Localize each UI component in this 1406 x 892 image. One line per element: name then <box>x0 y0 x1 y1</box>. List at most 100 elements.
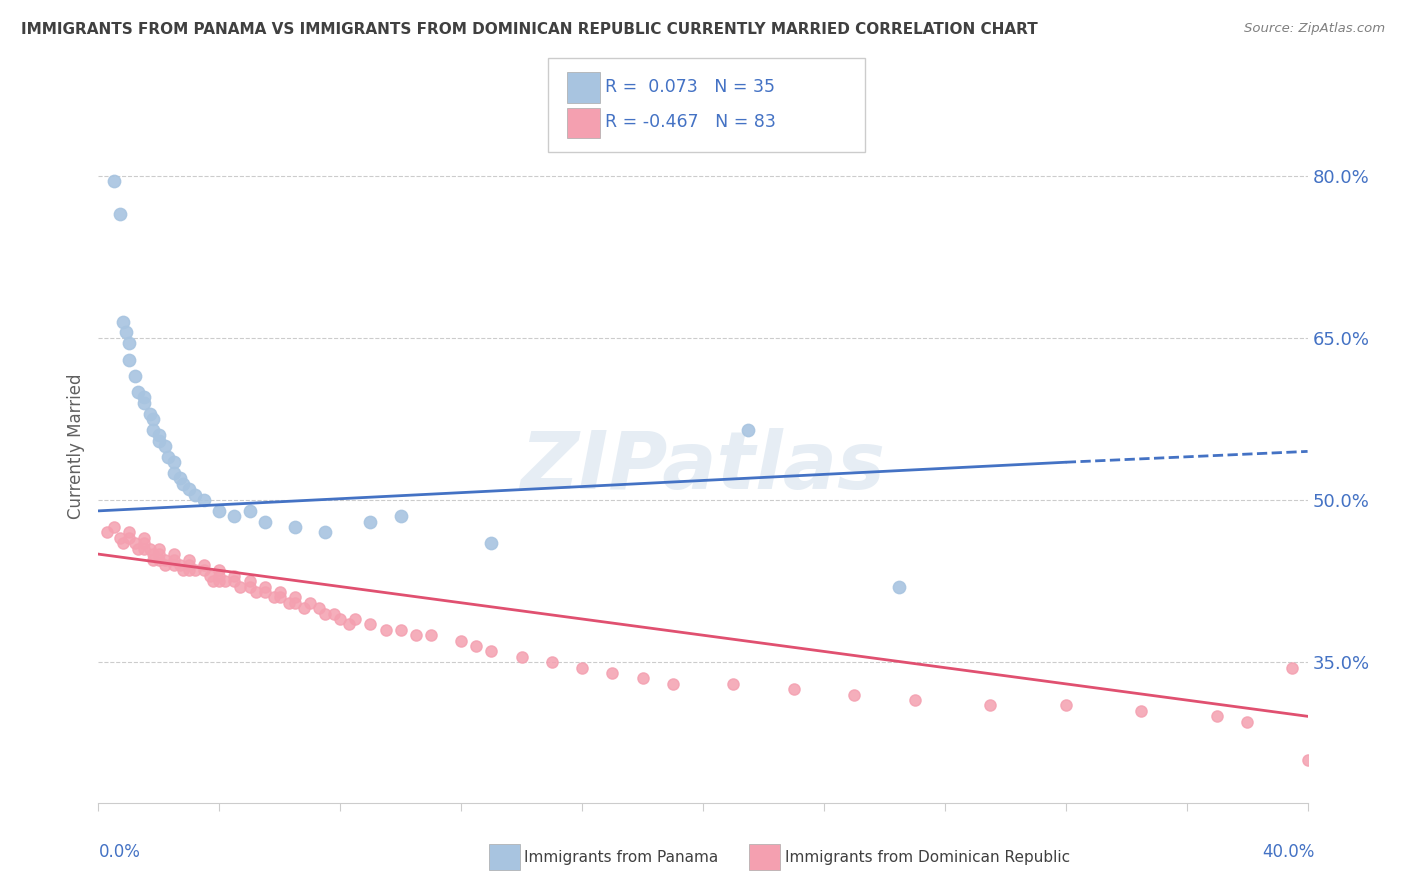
Text: ZIPatlas: ZIPatlas <box>520 428 886 507</box>
Point <box>169 558 191 572</box>
Point <box>229 580 252 594</box>
Point <box>153 558 176 572</box>
Point <box>602 666 624 681</box>
Point <box>344 612 367 626</box>
Point <box>360 617 382 632</box>
Point <box>783 682 806 697</box>
Point <box>661 677 683 691</box>
Point <box>132 390 155 404</box>
Point <box>179 558 201 572</box>
Point <box>889 580 911 594</box>
Point <box>224 574 246 589</box>
Point <box>465 639 488 653</box>
Point <box>114 326 136 340</box>
Point <box>1296 753 1319 767</box>
Text: R = -0.467   N = 83: R = -0.467 N = 83 <box>605 113 776 131</box>
Point <box>118 352 141 367</box>
Point <box>148 547 170 561</box>
Point <box>111 315 134 329</box>
Point <box>153 552 176 566</box>
Point <box>904 693 927 707</box>
Point <box>253 585 276 599</box>
Point <box>208 568 231 582</box>
Point <box>314 525 336 540</box>
Point <box>1206 709 1229 723</box>
Point <box>200 568 222 582</box>
Point <box>269 585 291 599</box>
Point <box>202 574 225 589</box>
Point <box>132 396 155 410</box>
Point <box>284 520 307 534</box>
Point <box>389 623 412 637</box>
Point <box>224 509 246 524</box>
Point <box>169 471 191 485</box>
Point <box>481 644 503 658</box>
Point <box>148 434 170 448</box>
Point <box>277 596 299 610</box>
Point <box>737 423 759 437</box>
Point <box>118 525 141 540</box>
Text: Immigrants from Dominican Republic: Immigrants from Dominican Republic <box>785 850 1070 864</box>
Text: Immigrants from Panama: Immigrants from Panama <box>524 850 718 864</box>
Point <box>142 552 165 566</box>
Point <box>1281 660 1303 674</box>
Point <box>142 547 165 561</box>
Point <box>360 515 382 529</box>
Point <box>108 206 131 220</box>
Point <box>156 450 179 464</box>
Point <box>263 591 285 605</box>
Point <box>571 660 593 674</box>
Point <box>184 488 207 502</box>
Point <box>510 649 533 664</box>
Point <box>1236 714 1258 729</box>
Point <box>844 688 866 702</box>
Text: Source: ZipAtlas.com: Source: ZipAtlas.com <box>1244 22 1385 36</box>
Point <box>329 612 352 626</box>
Point <box>224 568 246 582</box>
Point <box>132 536 155 550</box>
Point <box>308 601 330 615</box>
Point <box>163 455 186 469</box>
Point <box>172 476 194 491</box>
Point <box>148 541 170 556</box>
Point <box>239 574 262 589</box>
Point <box>132 541 155 556</box>
Point <box>96 525 118 540</box>
Point <box>142 412 165 426</box>
Point <box>1130 704 1153 718</box>
Text: R =  0.073   N = 35: R = 0.073 N = 35 <box>605 78 775 95</box>
Point <box>631 672 654 686</box>
Point <box>148 552 170 566</box>
Point <box>193 493 215 508</box>
Point <box>208 563 231 577</box>
Point <box>148 428 170 442</box>
Text: IMMIGRANTS FROM PANAMA VS IMMIGRANTS FROM DOMINICAN REPUBLIC CURRENTLY MARRIED C: IMMIGRANTS FROM PANAMA VS IMMIGRANTS FRO… <box>21 22 1038 37</box>
Point <box>405 628 427 642</box>
Point <box>179 563 201 577</box>
Point <box>111 536 134 550</box>
Point <box>1054 698 1077 713</box>
Point <box>723 677 745 691</box>
Point <box>481 536 503 550</box>
Point <box>269 591 291 605</box>
Point <box>172 563 194 577</box>
Point <box>193 563 215 577</box>
Point <box>103 520 125 534</box>
Point <box>108 531 131 545</box>
Point <box>337 617 360 632</box>
Point <box>163 558 186 572</box>
Point <box>284 591 307 605</box>
Point <box>540 655 562 669</box>
Point <box>253 515 276 529</box>
Point <box>239 580 262 594</box>
Point <box>179 552 201 566</box>
Point <box>118 336 141 351</box>
Point <box>979 698 1001 713</box>
Point <box>124 536 146 550</box>
Point <box>208 574 231 589</box>
Point <box>314 607 336 621</box>
Point <box>193 558 215 572</box>
Point <box>208 504 231 518</box>
Point <box>299 596 322 610</box>
Point <box>124 368 146 383</box>
